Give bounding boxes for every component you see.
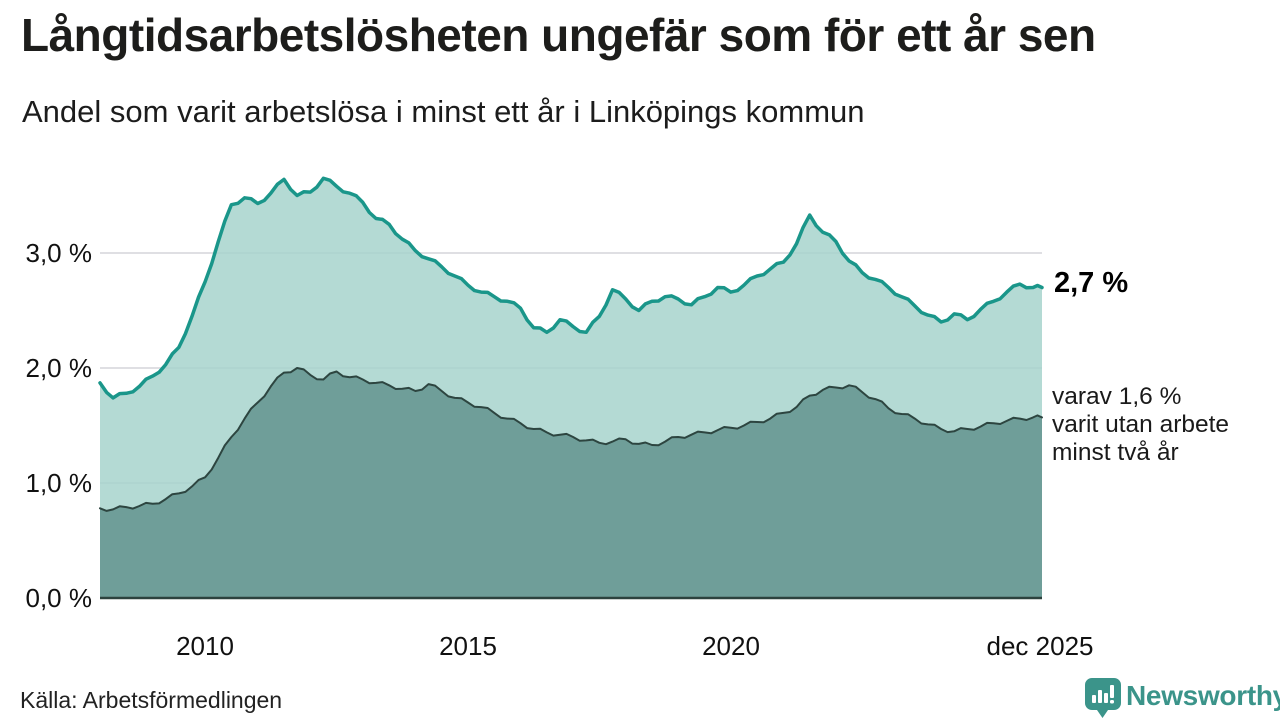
x-axis-label-2015: 2015 (439, 631, 497, 661)
bar-chart-glyph (1092, 685, 1114, 704)
speech-bubble-shape (1085, 678, 1121, 718)
two-year-annotation-line-1: varav 1,6 % (1052, 383, 1182, 410)
newsworthy-logo-icon (1085, 678, 1121, 718)
two-year-annotation-line-2: varit utan arbete (1052, 411, 1230, 438)
chart-subtitle: Andel som varit arbetslösa i minst ett å… (22, 94, 865, 129)
total-line (98, 176, 1044, 400)
two-year-annotation-line-3: minst två år (1052, 439, 1179, 466)
chart-title: Långtidsarbetslösheten ungefär som för e… (21, 9, 1096, 61)
x-axis-label-2010: 2010 (176, 631, 234, 661)
y-axis-label-3: 3,0 % (25, 238, 93, 268)
y-axis-label-1: 1,0 % (25, 468, 93, 498)
x-axis-label-dec-2025: dec 2025 (986, 631, 1094, 661)
newsworthy-brand-text: Newsworthy (1126, 680, 1280, 711)
source-note: Källa: Arbetsförmedlingen (20, 687, 283, 713)
two-year-annotation: varav 1,6 % varit utan arbete minst två … (1052, 383, 1229, 467)
total-end-value-label: 2,7 % (1054, 267, 1129, 299)
x-axis-label-2020: 2020 (702, 631, 760, 661)
two-year-area-fill (100, 368, 1042, 598)
two-year-line (99, 367, 1043, 512)
y-axis-label-0: 0,0 % (25, 583, 93, 613)
y-axis-label-2: 2,0 % (25, 353, 93, 383)
